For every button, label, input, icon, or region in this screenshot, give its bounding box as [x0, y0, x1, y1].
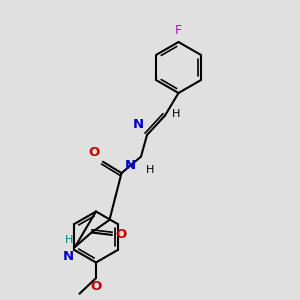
- Text: O: O: [115, 228, 126, 242]
- Text: N: N: [62, 250, 74, 263]
- Text: F: F: [175, 24, 182, 37]
- Text: O: O: [88, 146, 99, 159]
- Text: H: H: [65, 236, 74, 245]
- Text: N: N: [124, 159, 136, 172]
- Text: H: H: [172, 109, 180, 119]
- Text: N: N: [133, 118, 144, 131]
- Text: H: H: [146, 165, 154, 175]
- Text: O: O: [90, 280, 102, 292]
